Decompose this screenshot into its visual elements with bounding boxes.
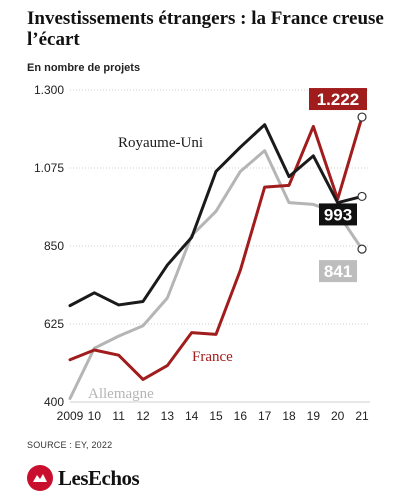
end-marker: [357, 112, 367, 122]
x-tick-label: 17: [258, 409, 272, 423]
value-label-background: [309, 88, 367, 111]
x-tick-label: 2009: [57, 409, 84, 423]
end-marker: [357, 244, 367, 254]
source-note: SOURCE : EY, 2022: [27, 440, 113, 450]
end-marker: [357, 191, 367, 202]
series-line-allemagne: [68, 149, 364, 401]
y-tick-label: 1.075: [34, 161, 64, 175]
series-line-royaume-uni: [68, 123, 364, 308]
y-tick-label: 850: [44, 239, 64, 253]
publisher-logo: LesEchos: [27, 465, 140, 491]
series-line-france: [68, 115, 364, 381]
chart-title: Investissements étrangers : la France cr…: [27, 8, 384, 50]
x-tick-label: 15: [209, 409, 223, 423]
value-label: 841: [324, 262, 352, 281]
y-tick-label: 625: [44, 317, 64, 331]
x-tick-label: 21: [355, 409, 369, 423]
series-name-label: Allemagne: [88, 386, 154, 402]
les-echos-mark-icon: [27, 465, 53, 491]
x-tick-label: 16: [234, 409, 248, 423]
x-tick-label: 12: [136, 409, 150, 423]
series-name-label: France: [192, 349, 233, 365]
x-tick-label: 10: [88, 409, 102, 423]
x-tick-label: 19: [307, 409, 321, 423]
x-tick-label: 18: [282, 409, 296, 423]
series-name-label: Royaume-Uni: [118, 135, 203, 151]
x-tick-label: 20: [331, 409, 345, 423]
publisher-name: LesEchos: [58, 465, 140, 490]
value-label-background: [319, 203, 357, 226]
x-tick-label: 11: [112, 409, 125, 423]
value-label: 1.222: [317, 90, 360, 109]
y-tick-label: 400: [44, 395, 64, 409]
y-tick-label: 1.300: [34, 83, 64, 97]
value-label-background: [319, 260, 357, 283]
chart-subtitle: En nombre de projets: [27, 62, 141, 74]
x-tick-label: 14: [185, 409, 199, 423]
x-tick-label: 13: [161, 409, 175, 423]
value-label: 993: [324, 205, 352, 224]
